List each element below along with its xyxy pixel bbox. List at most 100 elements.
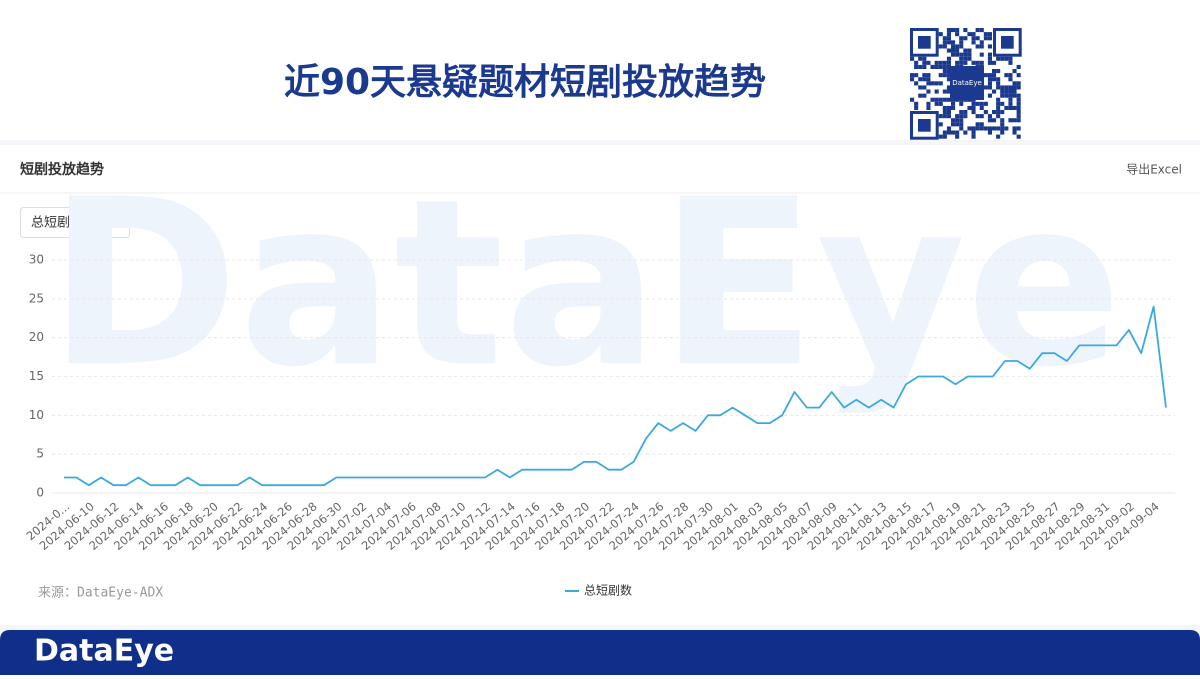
qr-dot [946,105,951,110]
qr-dot [955,48,960,53]
qr-dot [942,40,947,45]
qr-dot [934,64,939,69]
qr-dot [922,56,927,61]
qr-dot [934,60,939,65]
qr-dot [963,60,968,65]
qr-dot [910,97,915,102]
qr-dot [942,134,947,139]
qr-dot [959,101,964,106]
qr-dot [946,60,951,65]
qr-dot [938,81,943,86]
qr-dot [1016,134,1021,139]
qr-dot [996,81,1001,86]
qr-dot [951,44,956,49]
qr-dot [955,32,960,37]
export-button[interactable]: 导出Excel [1126,163,1182,177]
qr-dot [946,89,951,94]
qr-dot [1016,114,1021,119]
qr-dot [1004,85,1009,90]
qr-dot [951,118,956,123]
qr-dot [1016,126,1021,131]
qr-label: DataEye [952,79,982,87]
qr-dot [1012,89,1017,94]
qr-dot [942,44,947,49]
qr-dot [975,114,980,119]
y-tick-label: 10 [29,408,44,422]
qr-dot [1004,105,1009,110]
qr-dot [983,85,988,90]
qr-dot [996,114,1001,119]
qr-dot [926,101,931,106]
qr-dot [959,36,964,41]
qr-dot [922,64,927,69]
qr-dot [946,126,951,131]
qr-dot [910,77,915,82]
dropdown[interactable] [20,207,130,238]
qr-dot [942,36,947,41]
qr-dot [983,110,988,115]
qr-dot [996,110,1001,115]
qr-dot [1012,130,1017,135]
qr-dot [983,73,988,78]
qr-dot [1004,73,1009,78]
qr-dot [955,118,960,123]
qr-dot [996,69,1001,74]
qr-dot [1008,118,1013,123]
qr-dot [955,122,960,127]
qr-dot [1000,93,1005,98]
qr-dot [934,81,939,86]
qr-dot [1016,105,1021,110]
qr-dot [971,60,976,65]
qr-dot [1000,89,1005,94]
watermark: DataEye [48,151,1122,418]
qr-finder [918,119,931,132]
qr-dot [1000,126,1005,131]
qr-dot [987,44,992,49]
qr-dot [959,60,964,65]
qr-dot [1016,101,1021,106]
qr-dot [992,126,997,131]
qr-dot [1008,93,1013,98]
qr-dot [1008,56,1013,61]
qr-dot [910,56,915,61]
qr-dot [1008,101,1013,106]
qr-dot [959,110,964,115]
page-title: 近90天悬疑题材短剧投放趋势 [284,62,766,103]
qr-dot [946,28,951,33]
qr-dot [946,85,951,90]
qr-dot [1016,93,1021,98]
qr-dot [987,77,992,82]
qr-dot [1008,97,1013,102]
qr-dot [942,114,947,119]
qr-dot [1012,81,1017,86]
qr-dot [959,122,964,127]
qr-dot [938,73,943,78]
qr-dot [946,69,951,74]
qr-dot [1000,122,1005,127]
qr-dot [1000,130,1005,135]
qr-dot [992,69,997,74]
qr-dot [946,56,951,61]
y-tick-label: 25 [29,291,44,305]
qr-dot [1016,110,1021,115]
qr-dot [1000,110,1005,115]
qr-dot [979,105,984,110]
qr-dot [963,48,968,53]
qr-dot [938,97,943,102]
qr-dot [951,28,956,33]
qr-dot [946,48,951,53]
qr-dot [1012,93,1017,98]
qr-dot [959,40,964,45]
qr-dot [955,134,960,139]
qr-dot [926,73,931,78]
legend-label: 总短剧数 [584,583,632,598]
qr-dot [938,44,943,49]
qr-dot [955,114,960,119]
qr-dot [992,118,997,123]
qr-dot [996,101,1001,106]
qr-dot [946,130,951,135]
qr-dot [938,64,943,69]
qr-dot [987,126,992,131]
qr-dot [942,73,947,78]
